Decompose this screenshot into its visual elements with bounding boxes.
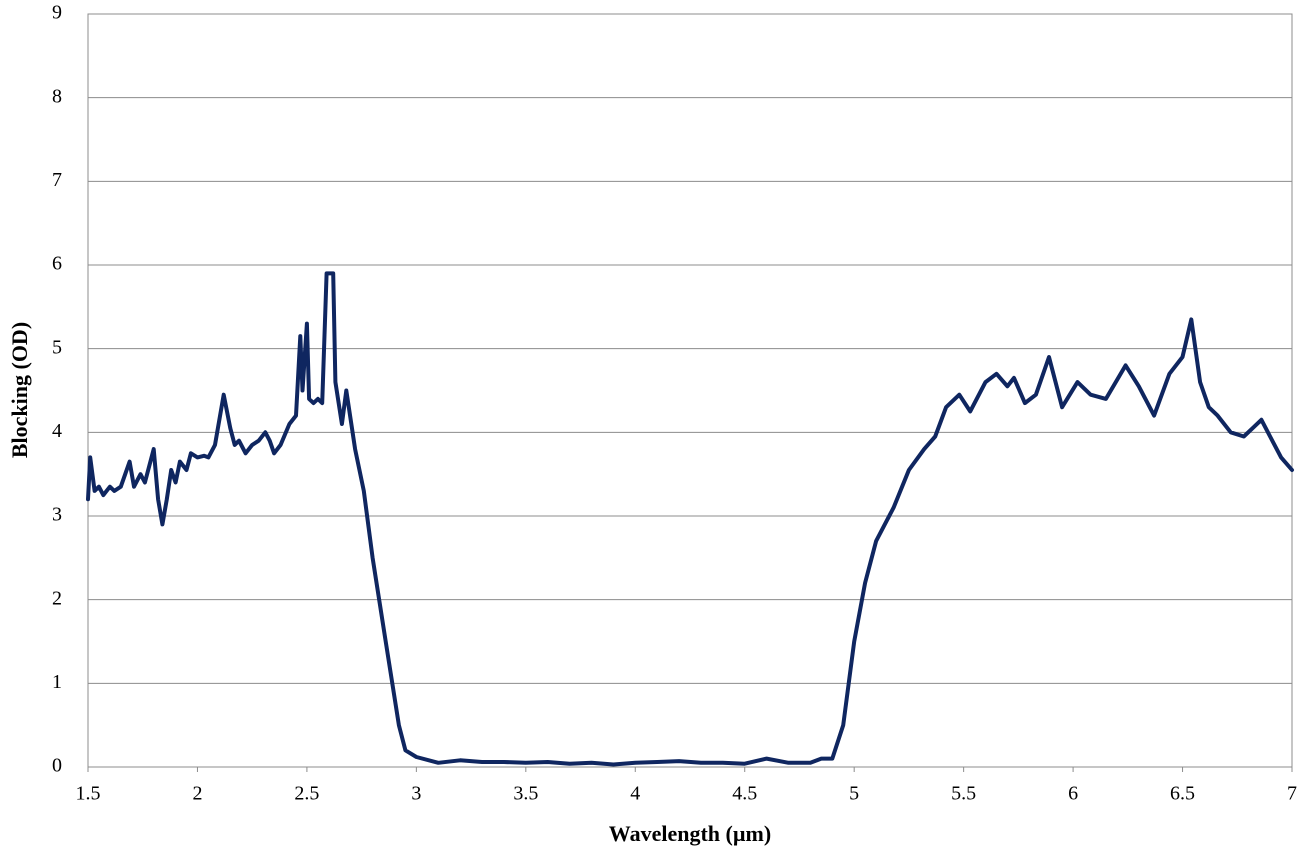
x-tick-label: 1.5 [76, 783, 101, 805]
y-tick-label: 5 [52, 336, 62, 358]
x-tick-label: 6.5 [1170, 783, 1195, 805]
x-tick-label: 2 [192, 783, 202, 805]
y-axis-title: Blocking (OD) [7, 322, 32, 458]
x-tick-label: 2.5 [294, 783, 319, 805]
y-tick-label: 8 [52, 85, 62, 107]
y-tick-label: 9 [52, 2, 62, 24]
x-tick-label: 3.5 [513, 783, 538, 805]
y-tick-label: 0 [52, 755, 62, 777]
x-tick-label: 6 [1068, 783, 1078, 805]
y-tick-label: 7 [52, 169, 62, 191]
y-tick-label: 6 [52, 253, 62, 275]
y-tick-label: 2 [52, 587, 62, 609]
x-tick-label: 7 [1287, 783, 1297, 805]
x-tick-label: 5.5 [951, 783, 976, 805]
x-tick-label: 4 [630, 783, 640, 805]
y-tick-label: 3 [52, 504, 62, 526]
x-tick-label: 4.5 [732, 783, 757, 805]
x-tick-label: 5 [849, 783, 859, 805]
y-tick-label: 1 [52, 671, 62, 693]
y-tick-label: 4 [52, 420, 62, 442]
x-axis-title: Wavelength (µm) [609, 821, 771, 846]
data-line [86, 271, 1294, 767]
x-tick-label: 3 [411, 783, 421, 805]
plot-frame [87, 13, 1293, 768]
